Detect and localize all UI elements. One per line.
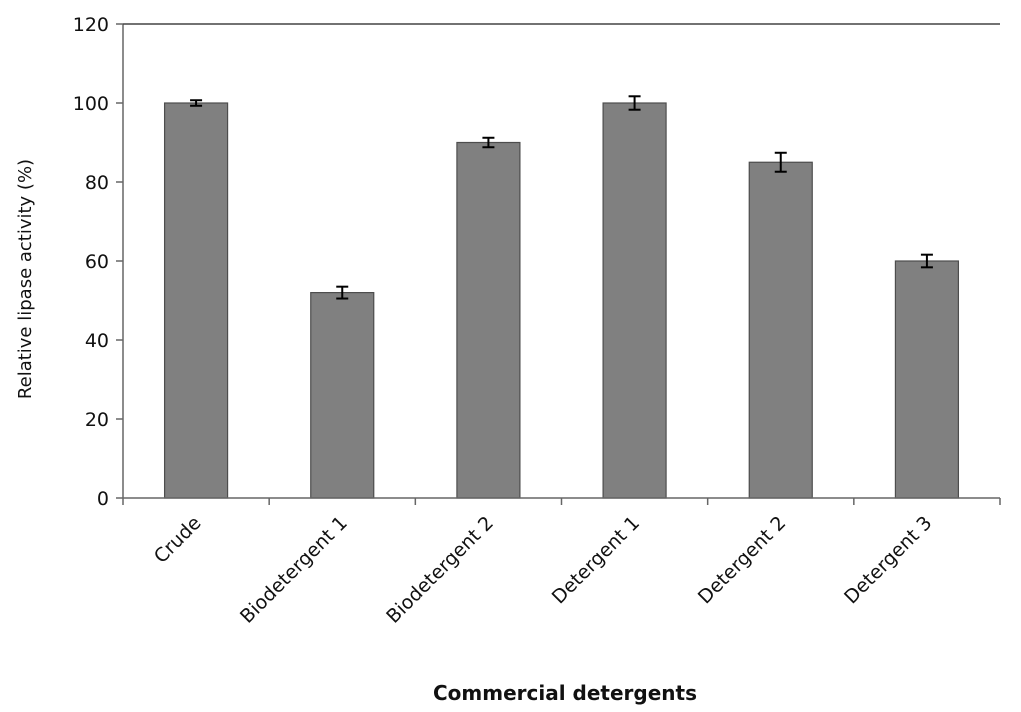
- x-tick-label-2: Biodetergent 2: [382, 512, 498, 628]
- x-tick-label-0: Crude: [150, 512, 206, 568]
- bar-3: [602, 102, 667, 499]
- error-bar-2: [482, 136, 495, 149]
- error-bars-group: [190, 95, 933, 300]
- x-tick-labels-group: Crude Biodetergent 1 Biodetergent 2 Deterge…: [150, 512, 937, 628]
- y-tick-label-5: 100: [73, 93, 109, 115]
- y-tick-label-4: 80: [85, 172, 109, 194]
- y-tick-label-2: 40: [85, 330, 109, 352]
- bar-4: [748, 161, 813, 499]
- x-tick-label-4: Detergent 2: [694, 512, 790, 608]
- x-tick-label-3: Detergent 1: [548, 512, 644, 608]
- error-bar-5: [920, 253, 933, 269]
- bar-0: [163, 102, 229, 499]
- y-tick-label-3: 60: [85, 251, 109, 273]
- y-tick-label-6: 120: [73, 14, 109, 36]
- error-bar-1: [336, 285, 349, 300]
- x-tick-label-1: Biodetergent 1: [236, 512, 352, 628]
- bars-group: [163, 102, 960, 499]
- y-axis-title: Relative lipase activity (%): [15, 159, 36, 399]
- error-bar-3: [628, 95, 641, 111]
- error-bar-4: [774, 151, 787, 173]
- bar-1: [310, 292, 375, 499]
- bar-2: [456, 141, 521, 499]
- axes-group: [116, 23, 1001, 505]
- y-tick-labels-group: 0 20 40 60 80 100 120: [73, 14, 109, 510]
- y-tick-label-1: 20: [85, 409, 109, 431]
- bar-5: [894, 260, 960, 499]
- error-bar-0: [190, 99, 203, 107]
- y-tick-label-0: 0: [97, 488, 109, 510]
- x-tick-label-5: Detergent 3: [840, 512, 936, 608]
- x-axis-title: Commercial detergents: [433, 681, 697, 705]
